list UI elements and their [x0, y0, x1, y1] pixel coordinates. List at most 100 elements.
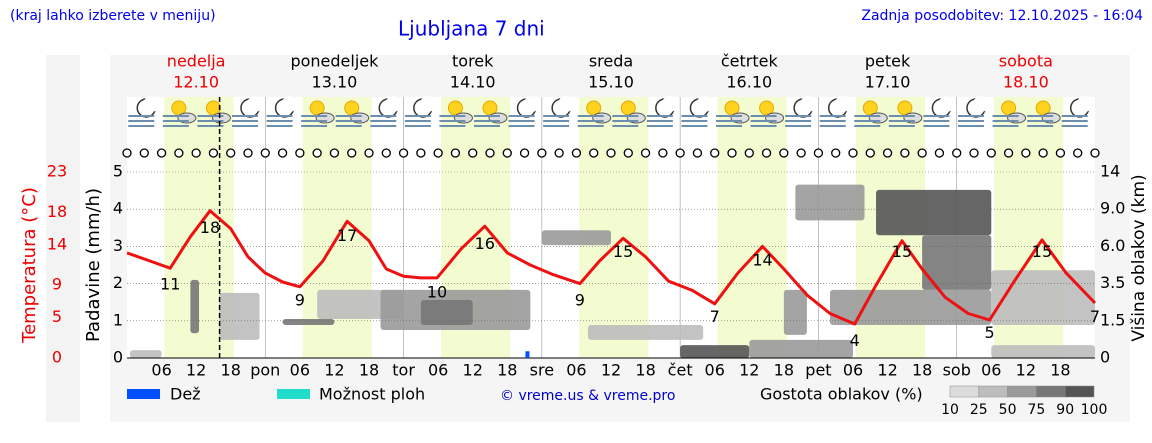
cloud-cell [829, 289, 992, 326]
wind-calm [1090, 148, 1100, 158]
day-name: sobota [999, 52, 1053, 71]
extreme-label: 15 [892, 242, 912, 261]
x-tick-label: sob [943, 361, 971, 380]
day-name: četrtek [721, 52, 779, 71]
wind-calm [554, 148, 564, 158]
wind-calm [277, 148, 288, 158]
wind-calm [623, 148, 633, 158]
wind-calm [260, 148, 270, 158]
x-tick-label: 18 [497, 361, 517, 380]
y-tick-label: 14 [47, 234, 67, 253]
wind-calm [485, 148, 495, 158]
wind-calm [813, 148, 824, 158]
x-tick-label: 18 [774, 361, 794, 380]
wind-calm [744, 148, 754, 158]
cloud-cell [876, 189, 992, 236]
x-tick-label: 06 [843, 361, 863, 380]
moon-mask [419, 96, 436, 112]
extreme-label: 15 [1032, 242, 1052, 261]
subtitle: (kraj lahko izberete v meniju) [10, 8, 216, 24]
x-tick-label: sre [530, 361, 554, 380]
density-tick-label: 50 [999, 402, 1017, 418]
wind-calm [156, 148, 167, 158]
cloud-cell [282, 318, 335, 326]
day-name: petek [865, 52, 911, 71]
moon-mask [973, 96, 989, 112]
day-date: 18.10 [1003, 73, 1049, 92]
cloud-cell [991, 345, 1095, 358]
wind-calm [174, 148, 184, 158]
density-swatch [1064, 385, 1095, 398]
chart-title: Ljubljana 7 dni [398, 17, 545, 41]
y2-axis-title: Višina oblakov (km) [1129, 174, 1149, 341]
extreme-label: 9 [295, 291, 305, 310]
wind-calm [519, 148, 530, 158]
extreme-label: 7 [1090, 307, 1100, 326]
day-name: nedelja [167, 52, 226, 71]
extreme-label: 11 [160, 275, 180, 294]
day-date: 14.10 [450, 73, 496, 92]
day-date: 12.10 [173, 73, 219, 92]
wind-calm [1073, 148, 1083, 158]
wind-calm [900, 148, 910, 158]
y2-tick-label: 14 [1100, 162, 1120, 181]
wind-calm [727, 148, 737, 158]
x-tick-label: 06 [566, 361, 586, 380]
wind-calm [675, 148, 685, 158]
x-tick-label: 18 [221, 361, 241, 380]
wind-calm [917, 148, 927, 158]
day-name: torek [452, 52, 494, 71]
precip-tick-label: 5 [113, 162, 123, 181]
x-tick-label: 18 [359, 361, 379, 380]
wind-calm [589, 148, 599, 158]
y-axis-title: Temperatura (°C) [19, 187, 40, 344]
y2-tick-label: 3.5 [1100, 273, 1125, 292]
wind-calm [433, 148, 443, 158]
wind-calm [191, 148, 201, 158]
density-tick-label: 75 [1027, 402, 1045, 418]
y-tick-label: 18 [47, 202, 67, 221]
wind-calm [243, 148, 253, 158]
precip-tick-label: 1 [113, 310, 123, 329]
y-tick-label: 5 [52, 307, 62, 326]
wind-calm [658, 148, 668, 158]
wind-calm [139, 148, 149, 158]
wind-calm [1055, 148, 1066, 158]
wind-calm [934, 148, 945, 158]
legend-label: Možnost ploh [319, 385, 425, 404]
x-tick-label: 12 [877, 361, 897, 380]
wind-calm [450, 148, 461, 158]
density-tick-label: 25 [970, 402, 988, 418]
wind-calm [761, 148, 772, 158]
x-tick-label: 18 [912, 361, 932, 380]
y-tick-label: 9 [52, 275, 62, 294]
moon-mask [385, 96, 402, 112]
y2-tick-label: 1.5 [1100, 310, 1125, 329]
cloud-cell [219, 292, 260, 340]
y-tick-label: 0 [52, 348, 62, 367]
daylight-band [717, 97, 787, 358]
x-tick-label: 12 [1016, 361, 1036, 380]
day-date: 16.10 [726, 73, 772, 92]
cloud-cell [420, 299, 473, 326]
wind-calm [329, 148, 340, 158]
wind-calm [779, 148, 789, 158]
wind-calm [364, 148, 374, 158]
moon-mask [661, 96, 678, 112]
day-name: sreda [589, 52, 633, 71]
moon-mask [281, 96, 298, 112]
x-tick-label: 18 [1050, 361, 1070, 380]
density-swatch [949, 385, 980, 398]
cloud-cell [587, 325, 704, 340]
wind-calm [208, 148, 219, 158]
wind-calm [986, 148, 996, 158]
day-name: ponedeljek [290, 52, 379, 71]
wind-calm [1003, 148, 1014, 158]
wind-calm [312, 148, 322, 158]
extreme-label: 9 [575, 291, 585, 310]
extreme-label: 17 [337, 226, 357, 245]
x-tick-label: 06 [428, 361, 448, 380]
cloud-cell [541, 230, 611, 246]
moon-mask [1076, 96, 1093, 112]
wind-calm [226, 148, 236, 158]
